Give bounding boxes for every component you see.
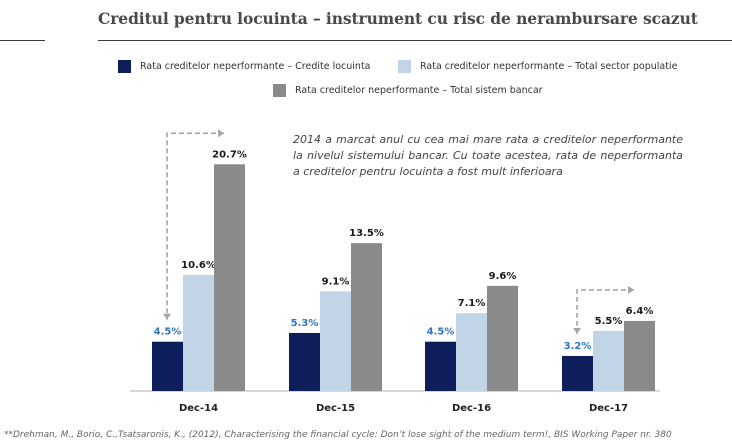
legend-item-total-sector-populatie: Rata creditelor neperformante – Total se… bbox=[398, 60, 677, 73]
legend-swatch bbox=[118, 60, 131, 73]
x-tick-label: Dec-16 bbox=[452, 403, 491, 414]
data-label: 4.5% bbox=[154, 327, 182, 338]
data-label: 5.5% bbox=[595, 316, 623, 327]
x-tick-label: Dec-14 bbox=[179, 403, 218, 414]
bar-series-2 bbox=[593, 330, 624, 391]
legend-label: Rata creditelor neperformante – Total se… bbox=[420, 61, 678, 72]
data-label: 3.2% bbox=[564, 341, 592, 352]
bar-series-3 bbox=[214, 164, 245, 391]
arrow-head-down bbox=[573, 327, 581, 334]
bar-series-1 bbox=[562, 355, 593, 391]
title-rule-right bbox=[98, 40, 732, 41]
arrow-head-down bbox=[163, 313, 171, 320]
bar-series-3 bbox=[487, 285, 518, 391]
annotation-note: 2014 a marcat anul cu cea mai mare rata … bbox=[293, 133, 683, 178]
bar-series-1 bbox=[289, 332, 320, 391]
data-label: 6.4% bbox=[626, 306, 654, 317]
legend-item-credite-locuinta: Rata creditelor neperformante – Credite … bbox=[118, 60, 371, 73]
legend-label: Rata creditelor neperformante – Credite … bbox=[140, 61, 371, 72]
x-tick-label: Dec-17 bbox=[589, 403, 628, 414]
data-label: 7.1% bbox=[458, 298, 486, 309]
footnote: **Drehman, M., Borio, C.,Tsatsaronis, K.… bbox=[4, 430, 672, 440]
legend-swatch bbox=[398, 60, 411, 73]
bar-series-2 bbox=[183, 274, 214, 391]
data-label: 5.3% bbox=[291, 318, 319, 329]
legend-item-total-sistem-bancar: Rata creditelor neperformante – Total si… bbox=[273, 84, 543, 97]
data-label: 9.6% bbox=[489, 271, 517, 282]
bar-series-3 bbox=[351, 243, 382, 391]
arrow-head-right bbox=[218, 129, 224, 138]
data-label: 4.5% bbox=[427, 327, 455, 338]
title-rule-left bbox=[0, 40, 45, 41]
dashed-arrow bbox=[576, 289, 634, 334]
data-label: 20.7% bbox=[212, 149, 247, 160]
bar-series-1 bbox=[425, 341, 456, 391]
arrow-head-right bbox=[628, 285, 634, 294]
bar-series-3 bbox=[624, 320, 655, 391]
legend-swatch bbox=[273, 84, 286, 97]
data-label: 9.1% bbox=[322, 276, 350, 287]
x-tick-label: Dec-15 bbox=[316, 403, 355, 414]
chart-title: Creditul pentru locuinta – instrument cu… bbox=[98, 9, 698, 28]
bar-series-1 bbox=[152, 341, 183, 391]
dashed-arrow bbox=[166, 132, 224, 320]
data-label: 13.5% bbox=[349, 228, 384, 239]
legend-label: Rata creditelor neperformante – Total si… bbox=[295, 85, 543, 96]
bar-series-2 bbox=[456, 313, 487, 391]
bar-series-2 bbox=[320, 291, 351, 391]
data-label: 10.6% bbox=[181, 260, 216, 271]
